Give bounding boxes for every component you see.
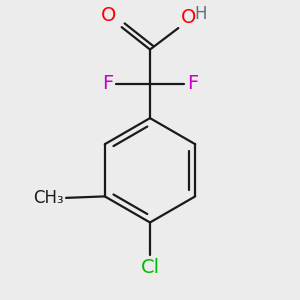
Text: Cl: Cl [140,258,160,277]
Text: O: O [101,6,116,25]
Text: O: O [181,8,196,27]
Text: F: F [187,74,198,93]
Text: H: H [195,5,207,23]
Text: F: F [102,74,113,93]
Text: CH₃: CH₃ [33,189,64,207]
